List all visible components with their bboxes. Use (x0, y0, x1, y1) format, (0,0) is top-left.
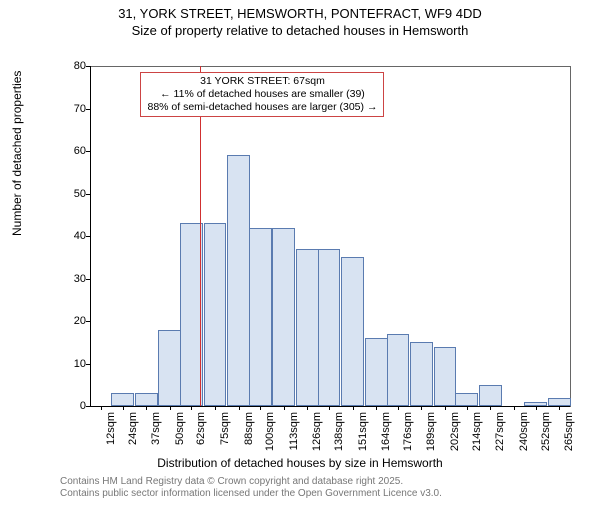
annotation-line1: 31 YORK STREET: 67sqm (200, 75, 325, 87)
histogram-bar (227, 155, 250, 406)
y-tick-mark (86, 236, 90, 237)
x-tick-mark (329, 406, 330, 410)
y-tick-label: 0 (60, 400, 86, 412)
x-tick-mark (284, 406, 285, 410)
histogram-bar (410, 342, 433, 406)
x-tick-label: 189sqm (425, 412, 437, 451)
y-tick-label: 80 (60, 60, 86, 72)
y-tick-label: 40 (60, 230, 86, 242)
histogram-bar (318, 249, 341, 406)
y-tick-label: 20 (60, 315, 86, 327)
histogram-bar (272, 228, 295, 407)
x-tick-mark (536, 406, 537, 410)
x-tick-label: 138sqm (333, 412, 345, 451)
x-tick-label: 88sqm (243, 412, 255, 445)
x-tick-mark (559, 406, 560, 410)
histogram-bar (180, 223, 203, 406)
x-tick-mark (421, 406, 422, 410)
x-tick-mark (490, 406, 491, 410)
y-tick-label: 30 (60, 273, 86, 285)
y-tick-mark (86, 109, 90, 110)
y-tick-mark (86, 406, 90, 407)
x-tick-mark (146, 406, 147, 410)
chart-title: 31, YORK STREET, HEMSWORTH, PONTEFRACT, … (0, 6, 600, 40)
y-tick-label: 10 (60, 358, 86, 370)
footer-line2: Contains public sector information licen… (60, 488, 442, 499)
x-tick-label: 202sqm (449, 412, 461, 451)
footer-line1: Contains HM Land Registry data © Crown c… (60, 476, 403, 487)
histogram-bar (111, 393, 134, 406)
x-tick-label: 227sqm (494, 412, 506, 451)
x-tick-mark (170, 406, 171, 410)
x-tick-label: 100sqm (264, 412, 276, 451)
y-tick-label: 60 (60, 145, 86, 157)
x-tick-label: 24sqm (127, 412, 139, 445)
y-tick-mark (86, 194, 90, 195)
x-tick-label: 75sqm (219, 412, 231, 445)
y-tick-label: 50 (60, 188, 86, 200)
histogram-bar (341, 257, 364, 406)
histogram-bar (249, 228, 272, 407)
histogram-bar (387, 334, 410, 406)
x-tick-label: 50sqm (174, 412, 186, 445)
histogram-bar (296, 249, 319, 406)
x-tick-mark (398, 406, 399, 410)
y-tick-mark (86, 66, 90, 67)
x-tick-mark (445, 406, 446, 410)
x-tick-mark (101, 406, 102, 410)
x-tick-mark (376, 406, 377, 410)
footer-attribution: Contains HM Land Registry data © Crown c… (60, 476, 442, 499)
chart-area: 01020304050607080 12sqm24sqm37sqm50sqm62… (60, 56, 580, 436)
histogram-bar (158, 330, 181, 407)
x-tick-mark (307, 406, 308, 410)
histogram-bar (548, 398, 571, 407)
y-tick-mark (86, 279, 90, 280)
annotation-line3: 88% of semi-detached houses are larger (… (147, 101, 377, 113)
histogram-bar (135, 393, 158, 406)
x-tick-label: 113sqm (288, 412, 300, 450)
histogram-bar (434, 347, 457, 407)
x-tick-label: 214sqm (471, 412, 483, 451)
x-tick-label: 252sqm (540, 412, 552, 451)
x-tick-mark (215, 406, 216, 410)
y-tick-mark (86, 321, 90, 322)
x-tick-mark (191, 406, 192, 410)
x-tick-label: 240sqm (518, 412, 530, 451)
x-tick-label: 62sqm (195, 412, 207, 445)
x-tick-mark (353, 406, 354, 410)
x-tick-label: 37sqm (150, 412, 162, 445)
title-line1: 31, YORK STREET, HEMSWORTH, PONTEFRACT, … (118, 6, 482, 21)
x-tick-label: 265sqm (563, 412, 575, 451)
y-tick-mark (86, 151, 90, 152)
x-tick-mark (514, 406, 515, 410)
y-tick-mark (86, 364, 90, 365)
x-tick-label: 164sqm (380, 412, 392, 451)
y-tick-label: 70 (60, 103, 86, 115)
histogram-bar (204, 223, 227, 406)
histogram-bar (455, 393, 478, 406)
title-line2: Size of property relative to detached ho… (132, 23, 469, 38)
x-tick-label: 176sqm (402, 412, 414, 451)
x-tick-label: 151sqm (357, 412, 369, 451)
x-tick-label: 12sqm (105, 412, 117, 445)
annotation-line2: ← 11% of detached houses are smaller (39… (160, 88, 365, 100)
y-axis (90, 66, 91, 406)
x-tick-mark (260, 406, 261, 410)
x-tick-mark (467, 406, 468, 410)
histogram-bar (365, 338, 388, 406)
histogram-bar (479, 385, 502, 406)
y-axis-label: Number of detached properties (10, 71, 24, 236)
x-tick-label: 126sqm (311, 412, 323, 451)
x-axis-label: Distribution of detached houses by size … (0, 456, 600, 470)
x-tick-mark (239, 406, 240, 410)
annotation-box: 31 YORK STREET: 67sqm ← 11% of detached … (140, 72, 384, 117)
x-tick-mark (123, 406, 124, 410)
